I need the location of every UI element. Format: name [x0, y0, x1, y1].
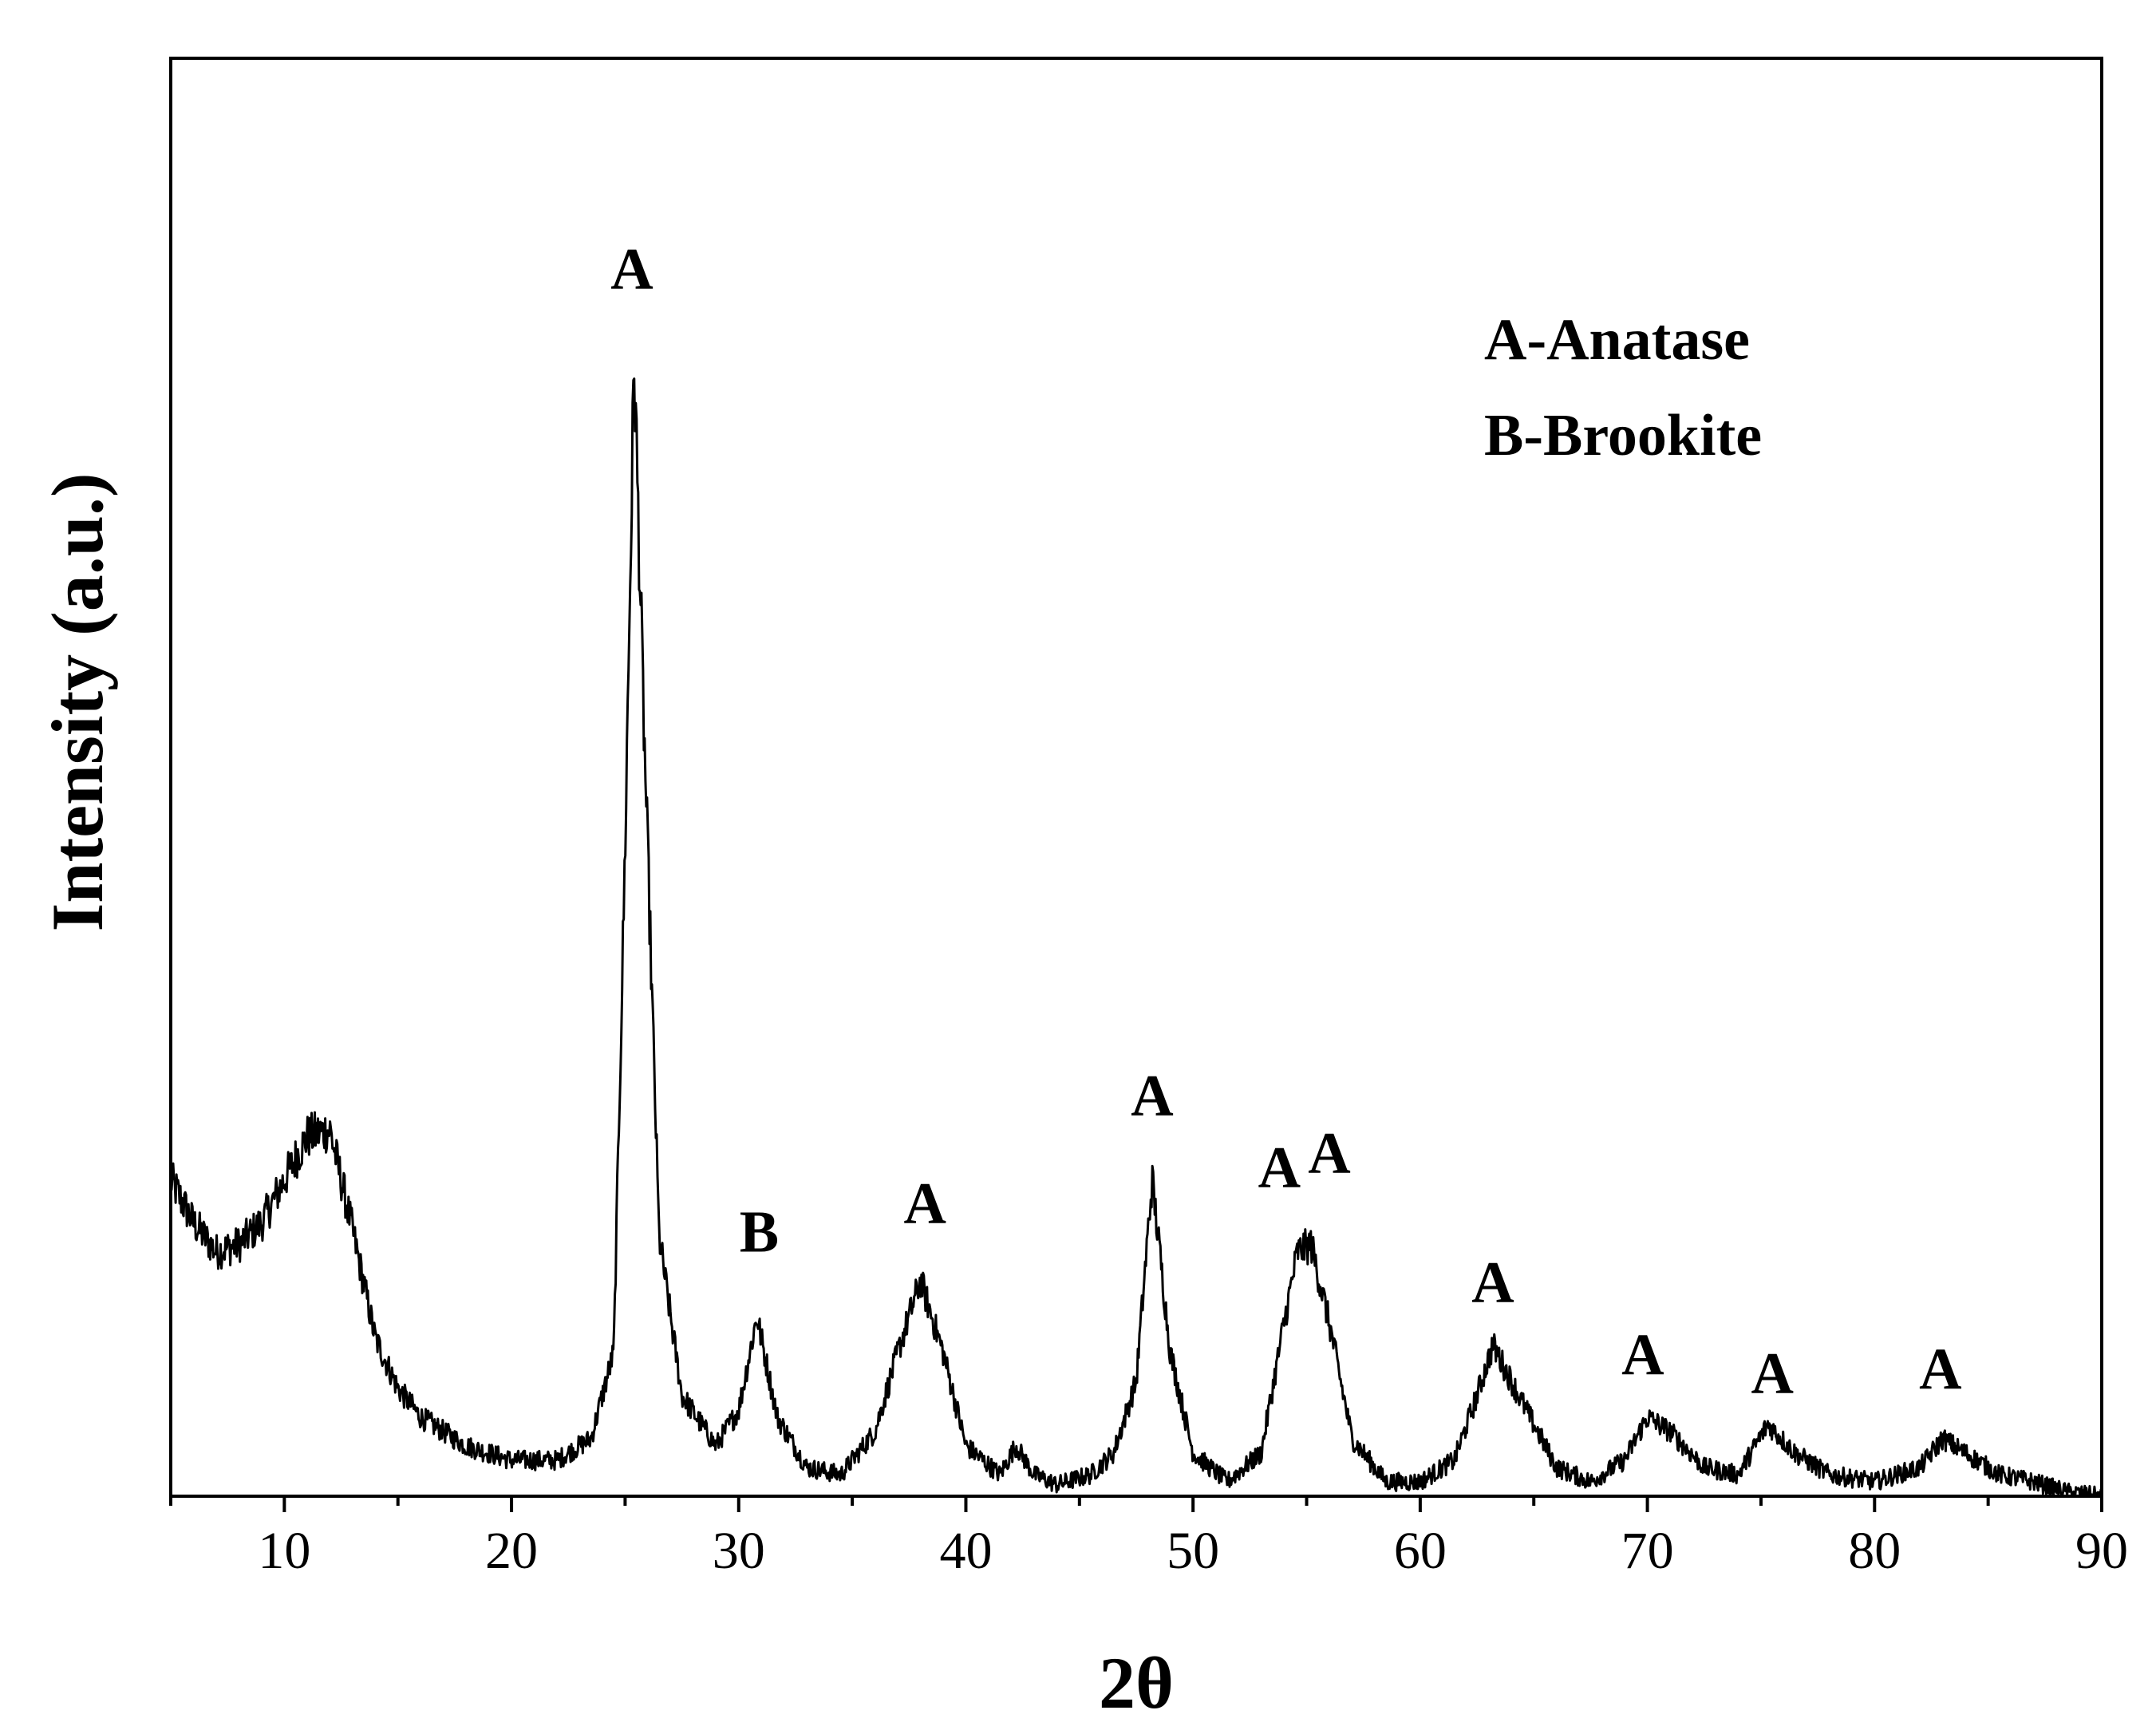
x-tick-label: 50	[1167, 1522, 1219, 1580]
peak-annotations: AB AAA AAA A A	[610, 236, 1961, 1406]
x-axis-title: 2θ	[1099, 1642, 1174, 1724]
x-tick-label: 10	[258, 1522, 310, 1580]
peak-label: A	[1751, 1341, 1793, 1406]
x-tick-label: 30	[713, 1522, 765, 1580]
peak-label: A	[1258, 1136, 1301, 1201]
legend-entry-brookite: B-Brookite	[1484, 403, 1762, 468]
peak-label: A	[1131, 1063, 1173, 1128]
x-tick-label: 70	[1621, 1522, 1674, 1580]
peak-label: A	[1621, 1322, 1664, 1388]
x-tick-label: 60	[1394, 1522, 1447, 1580]
peak-label: A	[903, 1171, 946, 1237]
x-tick-label: 90	[2075, 1522, 2128, 1580]
peak-label: A	[610, 236, 653, 302]
legend-entry-anatase: A-Anatase	[1484, 307, 1750, 373]
x-axis: 10 20 30 40 50 60 70 80 90	[169, 1496, 2128, 1580]
plot-frame	[169, 57, 2103, 1498]
peak-label: A	[1308, 1121, 1350, 1187]
x-tick-label: 40	[939, 1522, 992, 1580]
x-tick-label: 20	[485, 1522, 538, 1580]
y-axis-title: Intensity (a.u.)	[37, 472, 118, 931]
xrd-pattern-line	[169, 377, 2103, 1498]
peak-label: A	[1471, 1250, 1514, 1316]
x-tick-label: 80	[1848, 1522, 1901, 1580]
peak-label: B	[740, 1200, 779, 1266]
peak-label: A	[1919, 1337, 1961, 1402]
